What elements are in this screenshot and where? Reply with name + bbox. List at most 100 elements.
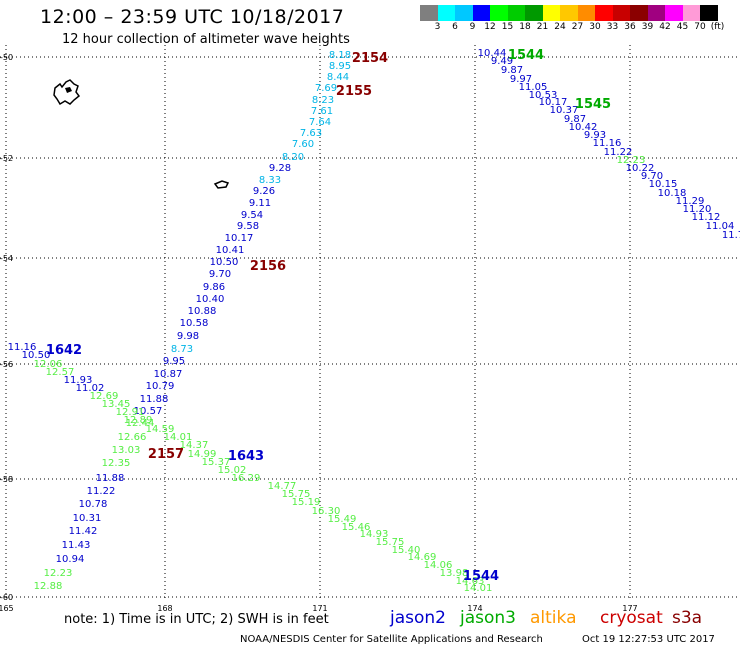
swh-value: 12.23 [617, 155, 646, 166]
swh-value: 11.16 [8, 342, 37, 353]
swh-value: 11.88 [140, 394, 169, 405]
longitude-label: 177 [622, 604, 637, 613]
swh-value: 12.91 [116, 407, 145, 418]
page-title: 12:00 – 23:59 UTC 10/18/2017 [40, 6, 345, 28]
swh-value: 14.01 [464, 583, 493, 594]
latitude-label: -58 [0, 475, 13, 484]
swh-value: 15.02 [218, 465, 247, 476]
swh-value: 12.35 [102, 458, 131, 469]
swh-value: 11.02 [76, 383, 105, 394]
swh-value: 8.95 [329, 61, 351, 72]
swh-value: 9.28 [269, 163, 291, 174]
swh-value: 16.30 [312, 506, 341, 517]
swh-value: 15.19 [292, 497, 321, 508]
swh-value: 10.17 [539, 97, 568, 108]
islet-outline [213, 180, 230, 189]
swh-value: 9.86 [203, 282, 225, 293]
swh-color-swatch [612, 5, 630, 21]
swh-scale-label: 39 [641, 22, 654, 32]
swh-color-swatch [595, 5, 613, 21]
swh-value: 15.37 [202, 457, 231, 468]
pass-number-label: 1544 [508, 48, 544, 63]
swh-value: 12.69 [90, 391, 119, 402]
swh-value: 10.22 [626, 163, 655, 174]
satellite-tracks: 8.188.958.447.698.237.617.647.637.60 8.20… [8, 48, 740, 594]
swh-value: 14.37 [180, 440, 209, 451]
swh-value: 10.79 [146, 381, 175, 392]
swh-value: 14.69 [408, 552, 437, 563]
coastline [53, 79, 230, 189]
swh-value: 14.99 [188, 449, 217, 460]
swh-value: 9.70 [641, 171, 663, 182]
swh-value: 10.87 [154, 369, 183, 380]
campbell-island-detail [65, 87, 72, 93]
swh-value: 12.06 [34, 359, 63, 370]
swh-color-swatch [682, 5, 700, 21]
swh-scale-label: 15 [501, 22, 514, 32]
swh-value: 9.11 [249, 198, 271, 209]
swh-value: 14.59 [146, 424, 175, 435]
swh-value: 14.63 [456, 576, 485, 587]
swh-value: 10.42 [569, 122, 598, 133]
swh-value: 10.41 [216, 245, 245, 256]
swh-value: 10.15 [649, 179, 678, 190]
swh-color-scale [420, 5, 718, 21]
swh-value: 14.06 [424, 560, 453, 571]
swh-value: 10.44 [478, 48, 507, 59]
latitude-labels: -50 -52 -54 -56 -58 -60 [0, 53, 13, 602]
swh-color-swatch [420, 5, 438, 21]
latitude-label: -52 [0, 154, 13, 163]
swh-value: 10.17 [225, 233, 254, 244]
swh-value: 11.22 [604, 147, 633, 158]
pass-labels: 2154 2155 2156 2157 1544 1545 1642 1643 1544 [46, 48, 611, 584]
pass-number-label: 2156 [250, 259, 286, 274]
swh-value: 8.73 [171, 344, 193, 355]
swh-value: 10.78 [79, 499, 108, 510]
swh-value: 11.04 [706, 221, 735, 232]
swh-value: 10.94 [56, 554, 85, 565]
pass-number-label: 1544 [463, 569, 499, 584]
swh-scale-label: 42 [659, 22, 671, 32]
swh-value: 8.33 [259, 175, 281, 186]
swh-value: 11.22 [87, 486, 116, 497]
swh-value: 9.70 [209, 269, 231, 280]
generation-timestamp: Oct 19 12:27:53 UTC 2017 [582, 634, 715, 645]
swh-color-swatch [525, 5, 543, 21]
swh-color-swatch [472, 5, 490, 21]
swh-value: 9.95 [163, 356, 185, 367]
swh-value: 16.29 [232, 473, 261, 484]
swh-color-swatch [665, 5, 683, 21]
swh-color-swatch [700, 5, 718, 21]
swh-color-swatch [560, 5, 578, 21]
swh-value: 9.58 [237, 221, 259, 232]
swh-value: 14.01 [164, 432, 193, 443]
swh-value: 7.64 [309, 117, 331, 128]
swh-value: 10.18 [658, 188, 687, 199]
swh-scale-label: 36 [624, 22, 636, 32]
latitude-label: -56 [0, 360, 13, 369]
swh-value: 9.97 [510, 74, 532, 85]
swh-scale-label: 45 [676, 22, 689, 32]
swh-color-swatch [630, 5, 648, 21]
latitude-label: -60 [0, 593, 13, 602]
swh-value: 11.43 [62, 540, 91, 551]
swh-value: 9.49 [491, 56, 513, 67]
swh-value: 15.75 [376, 537, 405, 548]
swh-value: 10.50 [22, 350, 51, 361]
swh-value: 9.26 [253, 186, 275, 197]
satellite-name-jason2: jason2 [390, 608, 446, 628]
swh-scale-label: 9 [469, 22, 476, 32]
pass-number-label: 1545 [575, 97, 611, 112]
swh-value: 9.87 [501, 65, 523, 76]
satellite-name-jason3: jason3 [460, 608, 516, 628]
swh-scale-label: 18 [519, 22, 531, 32]
swh-scale-label: 24 [554, 22, 566, 32]
pass-number-label: 2155 [336, 84, 372, 99]
swh-value: 9.98 [177, 331, 199, 342]
pass-number-label: 1642 [46, 343, 82, 358]
swh-value: 11.20 [683, 204, 712, 215]
footer-note: note: 1) Time is in UTC; 2) SWH is in fe… [64, 612, 329, 627]
longitude-label: 165 [0, 604, 14, 613]
swh-value: 11.12 [692, 212, 721, 223]
swh-value: 15.46 [342, 522, 371, 533]
